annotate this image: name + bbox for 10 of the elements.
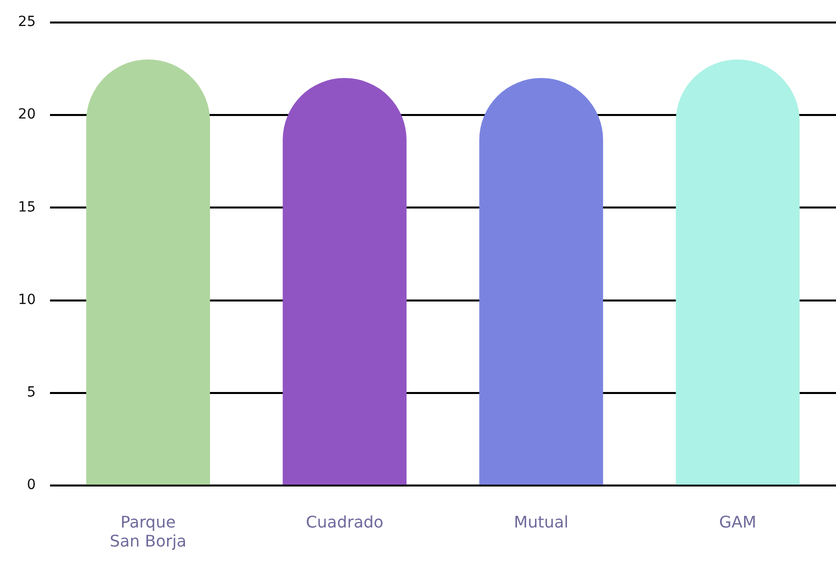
y-tick-label: 20 <box>18 106 36 123</box>
y-tick-label: 0 <box>26 477 36 494</box>
x-tick-label: Cuadrado <box>306 512 384 532</box>
y-tick-label: 5 <box>26 384 36 401</box>
x-tick-label: Parque San Borja <box>110 512 186 551</box>
x-tick-label: GAM <box>719 512 756 532</box>
y-tick-label: 15 <box>18 199 36 216</box>
x-tick-label: Mutual <box>514 512 568 532</box>
y-tick-label: 25 <box>18 14 36 30</box>
y-tick-label: 10 <box>18 292 36 308</box>
